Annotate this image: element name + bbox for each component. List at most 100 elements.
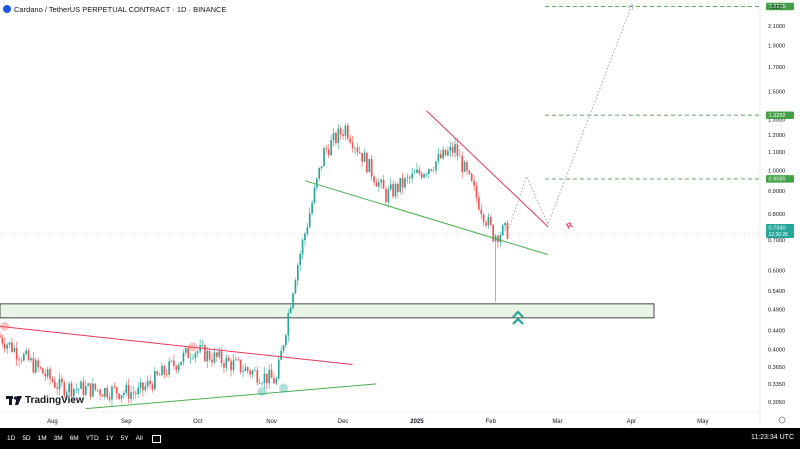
candle [256, 366, 259, 386]
candle [435, 160, 437, 175]
r-marker: R [565, 220, 575, 231]
candle [437, 147, 440, 165]
touch-marker [188, 342, 198, 352]
candle [115, 386, 118, 400]
candle [196, 349, 199, 358]
timeframe-5d[interactable]: 5D [22, 435, 31, 442]
candle [344, 123, 347, 141]
candle [258, 378, 261, 385]
countdown-text: 12:36:26 [769, 232, 789, 238]
candle [154, 366, 156, 391]
candle [301, 237, 304, 260]
candle [70, 380, 73, 401]
price-tick-label: 0.9000 [768, 189, 785, 195]
candle [132, 385, 135, 400]
price-tick-label: 0.4400 [768, 329, 785, 335]
price-chart[interactable]: 2.1000 1.9000 1.7000 1.5000 1.3000 1.2000 1.10… [0, 0, 800, 426]
symbol-title[interactable]: Cardano / TetherUS PERPETUAL CONTRACT · … [14, 4, 227, 14]
candle [266, 373, 268, 390]
axis-settings-icon[interactable] [778, 416, 786, 424]
target-levels-layer [545, 6, 760, 180]
tradingview-watermark: TradingView [6, 395, 84, 406]
price-tick-label: 0.3650 [768, 365, 785, 371]
chart-header: Cardano / TetherUS PERPETUAL CONTRACT · … [0, 2, 226, 16]
time-tick-label: Nov [266, 419, 277, 425]
tradingview-name: TradingView [25, 395, 84, 406]
price-axis[interactable]: 2.1000 1.9000 1.7000 1.5000 1.3000 1.2000 1.10… [768, 24, 785, 406]
price-tick-label: 1.0000 [768, 169, 785, 175]
candle [158, 372, 161, 376]
candle [168, 357, 170, 378]
candle [349, 134, 352, 145]
candle [287, 309, 290, 342]
candle [330, 135, 332, 156]
candle [108, 392, 111, 403]
candle [25, 347, 28, 356]
timeframe-1y[interactable]: 1Y [105, 435, 114, 442]
candle [430, 168, 433, 172]
time-tick-label: 2025 [410, 419, 424, 425]
candle [99, 387, 101, 401]
candle [306, 223, 309, 237]
candle [394, 181, 397, 200]
price-tick-label: 0.6000 [768, 268, 785, 274]
candle [175, 364, 178, 374]
timeframe-5y[interactable]: 5Y [120, 435, 129, 442]
candle [137, 381, 140, 398]
candle [368, 158, 371, 173]
candle [58, 372, 61, 395]
candle [82, 376, 85, 400]
candle [75, 382, 78, 393]
price-tick-label: 1.9000 [768, 44, 785, 50]
time-axis[interactable]: Aug Sep Oct Nov Dec 2025 Feb Mar Apr May [47, 416, 786, 425]
candle [187, 345, 190, 359]
candle [206, 346, 209, 368]
demand-zone [0, 303, 655, 319]
target-top-badge-text: 2.3215 [769, 4, 786, 10]
candle [299, 250, 302, 272]
candle [323, 146, 325, 167]
candle [113, 382, 116, 390]
timeframe-all[interactable]: All [135, 435, 143, 442]
candle [142, 381, 144, 397]
projection-path [507, 7, 632, 233]
candle [249, 369, 251, 379]
timeframe-ytd[interactable]: YTD [85, 435, 99, 442]
time-tick-label: Mar [552, 419, 562, 425]
candle [251, 369, 254, 379]
candle [363, 148, 366, 162]
candle [463, 160, 466, 173]
candle [385, 186, 387, 206]
target-low-badge-text: 0.9585 [769, 177, 786, 183]
candle [87, 382, 89, 387]
candle [408, 175, 411, 184]
candle [492, 223, 494, 243]
candle [504, 222, 506, 231]
utc-clock[interactable]: 11:23:34 UTC [750, 434, 794, 441]
price-tick-label: 0.7000 [768, 238, 785, 244]
candle [273, 373, 275, 384]
candle [339, 125, 342, 140]
candle [120, 394, 123, 403]
candle [461, 151, 464, 179]
timeframe-1m[interactable]: 1M [37, 435, 47, 442]
candle [223, 360, 225, 374]
candle [92, 377, 94, 398]
candle [6, 342, 8, 355]
candle [311, 199, 313, 216]
target-low-badge: 0.9585 [766, 175, 794, 183]
candle [215, 351, 218, 362]
timeframe-3m[interactable]: 3M [53, 435, 63, 442]
timeframe-1d[interactable]: 1D [7, 435, 16, 442]
candle [420, 170, 423, 180]
candle [173, 354, 175, 370]
candle [103, 387, 106, 400]
candle [8, 341, 11, 349]
candle [65, 389, 68, 401]
timeframe-6m[interactable]: 6M [69, 435, 79, 442]
calendar-icon[interactable] [151, 434, 161, 443]
candle [127, 378, 130, 404]
candle [413, 168, 416, 174]
target-mid-badge-text: 1.3292 [769, 113, 786, 119]
